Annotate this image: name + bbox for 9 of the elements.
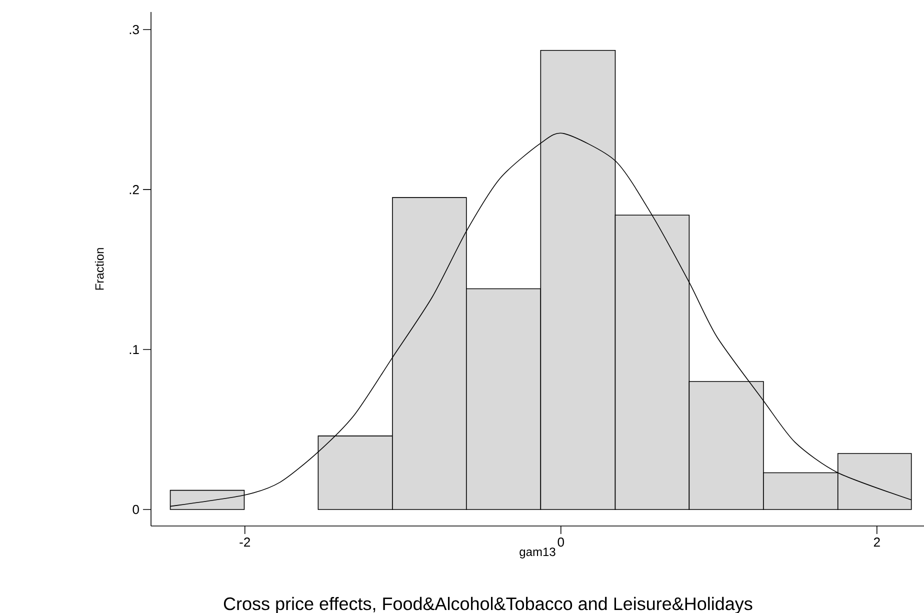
x-tick-label: -2 [240, 538, 250, 547]
y-tick-label: .3 [130, 24, 139, 34]
y-tick-label: 0 [132, 504, 139, 514]
x-axis-title: gam13 [520, 548, 556, 558]
y-tick-label: .2 [130, 185, 139, 194]
y-tick-label: .1 [130, 345, 139, 354]
x-tick-label: 2 [874, 538, 880, 547]
y-axis-title: Fraction [94, 248, 104, 290]
x-tick-label: 0 [558, 538, 564, 547]
